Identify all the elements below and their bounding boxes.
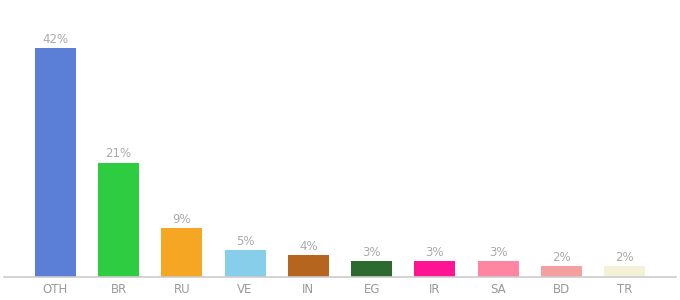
Bar: [351, 261, 392, 277]
Text: 3%: 3%: [362, 246, 381, 259]
Text: 2%: 2%: [552, 251, 571, 264]
Text: 9%: 9%: [173, 213, 191, 226]
Bar: [541, 266, 582, 277]
Bar: [98, 163, 139, 277]
Text: 3%: 3%: [426, 246, 444, 259]
Bar: [414, 261, 456, 277]
Text: 3%: 3%: [489, 246, 507, 259]
Text: 21%: 21%: [105, 147, 132, 161]
Text: 42%: 42%: [42, 33, 68, 46]
Text: 4%: 4%: [299, 240, 318, 253]
Bar: [604, 266, 645, 277]
Text: 5%: 5%: [236, 235, 254, 248]
Bar: [224, 250, 266, 277]
Text: 2%: 2%: [615, 251, 634, 264]
Bar: [477, 261, 519, 277]
Bar: [161, 228, 203, 277]
Bar: [288, 255, 329, 277]
Bar: [35, 48, 76, 277]
